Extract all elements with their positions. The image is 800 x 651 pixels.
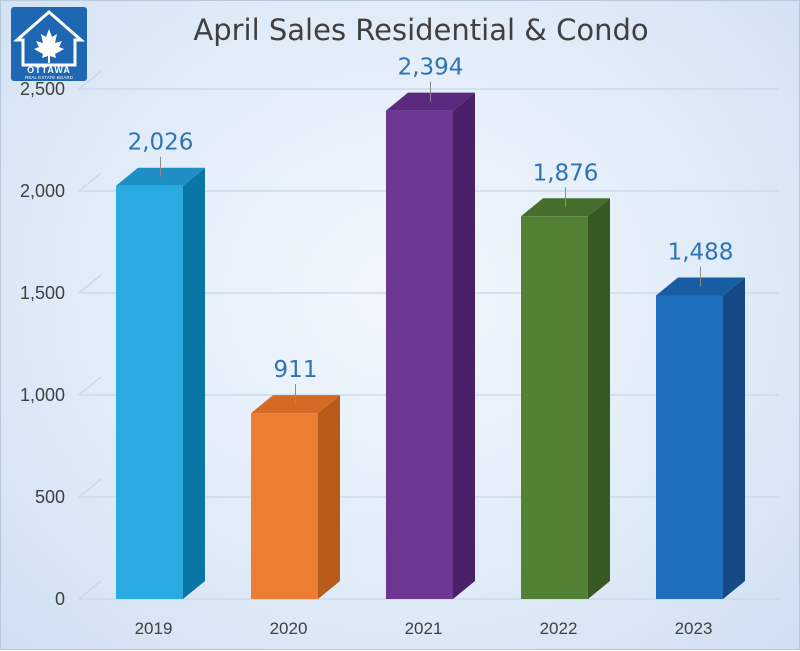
x-tick-label: 2021 <box>405 619 443 638</box>
data-labels: 2,026 911 2,394 1,876 1,488 <box>128 55 734 405</box>
bar-2019 <box>116 167 205 600</box>
gridline-depth <box>78 376 102 396</box>
y-tick-label: 500 <box>35 487 65 507</box>
data-label: 911 <box>274 357 318 383</box>
bar-2020 <box>251 395 340 599</box>
y-tick-label: 0 <box>55 589 65 609</box>
bar-side <box>588 198 610 599</box>
gridline-depth <box>78 478 102 498</box>
data-label: 1,488 <box>668 239 734 265</box>
gridline-depth <box>78 274 102 294</box>
chart-title: April Sales Residential & Condo <box>193 13 649 47</box>
y-tick-label: 1,000 <box>20 385 65 405</box>
data-label: 2,394 <box>398 55 464 81</box>
gridline-depth <box>78 172 102 192</box>
bar-side <box>723 277 745 599</box>
ottawa-real-estate-board-logo: OTTAWA REAL ESTATE BOARD <box>11 7 87 81</box>
bar-side <box>183 167 205 600</box>
data-label: 1,876 <box>533 160 599 186</box>
x-tick-label: 2020 <box>270 619 308 638</box>
bar-2021 <box>386 92 475 600</box>
logo-text-line1: OTTAWA <box>27 65 71 75</box>
bar-front <box>386 110 453 600</box>
y-tick-label: 2,500 <box>20 79 65 99</box>
bar-2022 <box>521 198 610 599</box>
y-axis-ticks: 0 500 1,000 1,500 2,000 2,500 <box>20 79 65 609</box>
x-tick-label: 2023 <box>675 619 713 638</box>
bar-side <box>318 395 340 599</box>
gridline-depth <box>78 580 102 600</box>
gridline-depth <box>78 70 102 90</box>
x-axis-ticks: 2019 2020 2021 2022 2023 <box>135 619 713 638</box>
bar-2023 <box>656 277 745 599</box>
y-tick-label: 2,000 <box>20 181 65 201</box>
x-tick-label: 2019 <box>135 619 173 638</box>
bar-front <box>116 185 183 600</box>
y-tick-label: 1,500 <box>20 283 65 303</box>
bars <box>116 92 745 600</box>
data-label: 2,026 <box>128 130 194 156</box>
bar-front <box>251 413 318 599</box>
bar-front <box>656 295 723 599</box>
bar-side <box>453 92 475 600</box>
x-tick-label: 2022 <box>540 619 578 638</box>
bar-front <box>521 216 588 599</box>
logo-text-line2: REAL ESTATE BOARD <box>25 75 74 80</box>
